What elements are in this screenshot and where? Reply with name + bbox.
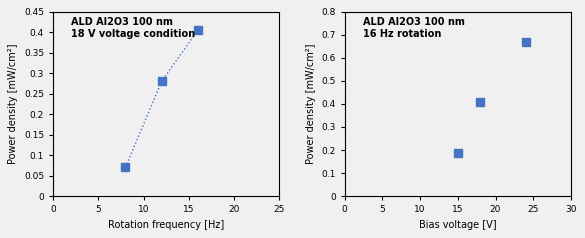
X-axis label: Rotation frequency [Hz]: Rotation frequency [Hz]: [108, 220, 224, 230]
Text: ALD Al2O3 100 nm
16 Hz rotation: ALD Al2O3 100 nm 16 Hz rotation: [363, 17, 464, 39]
Y-axis label: Power density [mW/cm²]: Power density [mW/cm²]: [8, 44, 18, 164]
Text: ALD Al2O3 100 nm
18 V voltage condition: ALD Al2O3 100 nm 18 V voltage condition: [71, 17, 195, 39]
Y-axis label: Power density [mW/cm²]: Power density [mW/cm²]: [306, 44, 316, 164]
X-axis label: Bias voltage [V]: Bias voltage [V]: [419, 220, 497, 230]
